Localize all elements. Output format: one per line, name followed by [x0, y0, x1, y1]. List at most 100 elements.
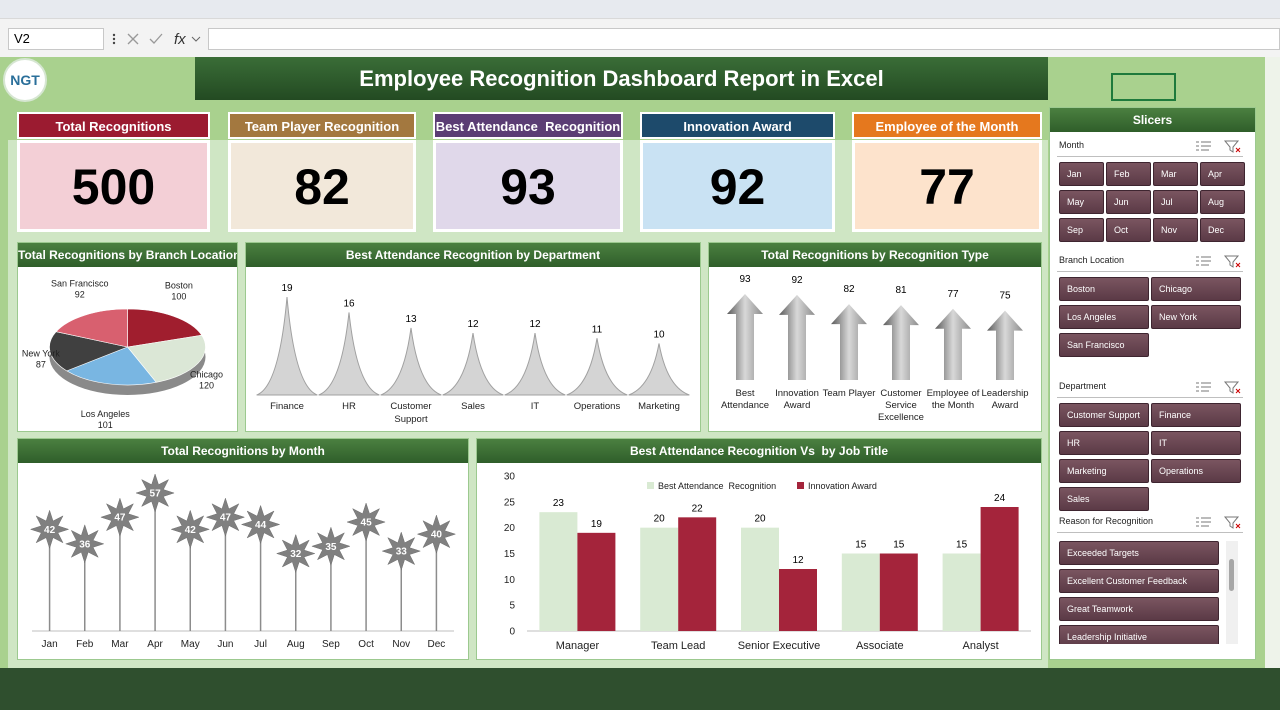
star-marker: [205, 497, 246, 538]
slicer-button[interactable]: May: [1059, 190, 1104, 214]
slicer-button[interactable]: Jan: [1059, 162, 1104, 186]
slicer-button[interactable]: Excellent Customer Feedback: [1059, 569, 1219, 593]
slicer-button[interactable]: IT: [1151, 431, 1241, 455]
data-label: 57: [150, 489, 162, 500]
slicer-button[interactable]: Nov: [1153, 218, 1198, 242]
scrollbar-track[interactable]: [1226, 541, 1238, 644]
slicer-button[interactable]: Sep: [1059, 218, 1104, 242]
x-tick-label: HR: [342, 401, 356, 412]
x-tick-label: Apr: [147, 639, 163, 650]
slicer-button[interactable]: Dec: [1200, 218, 1245, 242]
slicer-icons[interactable]: [1194, 138, 1244, 154]
slicer-icons[interactable]: [1194, 253, 1244, 269]
slicer-button[interactable]: Los Angeles: [1059, 305, 1149, 329]
x-tick-label: Finance: [270, 401, 304, 412]
slicer-button[interactable]: Leadership Initiative: [1059, 625, 1219, 644]
data-label: 15: [893, 540, 905, 551]
y-tick-label: 5: [509, 601, 515, 612]
x-tick-label: Innovation Award: [775, 388, 819, 411]
chart-title: Best Attendance Recognition by Departmen…: [246, 243, 700, 267]
data-label: 33: [396, 547, 408, 558]
star-marker: [240, 504, 281, 545]
data-label: 15: [855, 540, 867, 551]
x-tick-label: Sales: [461, 401, 485, 412]
slicer-button[interactable]: Great Teamwork: [1059, 597, 1219, 621]
slicer-button[interactable]: Jun: [1106, 190, 1151, 214]
slicer-button[interactable]: Jul: [1153, 190, 1198, 214]
kpi-value: 82: [228, 140, 416, 232]
arrow: [935, 308, 971, 380]
slicer-button[interactable]: Exceeded Targets: [1059, 541, 1219, 565]
data-label: 13: [405, 314, 417, 325]
slicer-button[interactable]: Boston: [1059, 277, 1149, 301]
name-box[interactable]: V2: [8, 28, 104, 50]
spike: [380, 327, 442, 396]
slicer-divider: [1057, 271, 1243, 272]
kpi-label: Innovation Award: [640, 112, 835, 139]
function-label[interactable]: fx: [174, 31, 186, 48]
kpi-label: Employee of the Month: [852, 112, 1042, 139]
data-label: 12: [792, 555, 804, 566]
slicer-button[interactable]: HR: [1059, 431, 1149, 455]
x-tick-label: Marketing: [638, 401, 680, 412]
star-marker: [135, 473, 175, 513]
x-tick-label: IT: [531, 401, 540, 412]
x-tick-label: Dec: [428, 639, 446, 650]
x-tick-label: Sep: [322, 639, 340, 650]
pie-slice: [55, 308, 128, 348]
legend-swatch: [647, 482, 654, 489]
star-marker: [381, 531, 422, 571]
scrollbar-thumb[interactable]: [1229, 559, 1234, 591]
slicer-button[interactable]: New York: [1151, 305, 1241, 329]
y-tick-label: 10: [504, 575, 516, 586]
data-label: 10: [653, 329, 665, 340]
selected-cell[interactable]: [1111, 73, 1176, 101]
x-tick-label: Analyst: [963, 640, 999, 652]
x-tick-label: Mar: [111, 639, 129, 650]
data-label: 47: [114, 513, 126, 524]
chart-panel: Total Recognitions by Recognition Type 93…: [708, 242, 1042, 432]
x-tick-label: Jun: [217, 639, 233, 650]
kpi-value: 77: [852, 140, 1042, 232]
slicer-icons[interactable]: [1194, 379, 1244, 395]
bar: [741, 527, 779, 631]
star-marker: [64, 524, 105, 564]
data-label: 44: [255, 520, 267, 531]
slicer-button[interactable]: Feb: [1106, 162, 1151, 186]
slicer-button[interactable]: Aug: [1200, 190, 1245, 214]
star-marker: [311, 526, 351, 567]
slicer-button[interactable]: Apr: [1200, 162, 1245, 186]
slicer-items: Customer Support Finance HR IT Marketing Oper…: [1055, 401, 1255, 521]
data-label: 82: [843, 284, 855, 295]
star-marker: [346, 502, 386, 542]
data-label-category: Boston: [165, 281, 193, 291]
bar: [779, 569, 817, 631]
x-tick-label: Senior Executive: [738, 640, 821, 652]
slicer-button[interactable]: Sales: [1059, 487, 1149, 511]
slicer-button[interactable]: San Francisco: [1059, 333, 1149, 357]
data-label: 11: [592, 324, 603, 335]
star-marker: [100, 497, 140, 538]
slicer-button[interactable]: Mar: [1153, 162, 1198, 186]
slicer-icons[interactable]: [1194, 514, 1244, 530]
chart-panel: Total Recognitions by Branch Location Bos…: [17, 242, 238, 432]
slicer-button[interactable]: Chicago: [1151, 277, 1241, 301]
chart: 93 Best Attendance 92 Innovation Award 82 Team …: [721, 274, 1029, 423]
data-label: 93: [739, 274, 751, 285]
data-label-value: 92: [75, 290, 85, 300]
data-label: 19: [281, 283, 293, 294]
chart-panel: Best Attendance Recognition by Departmen…: [245, 242, 701, 432]
slicer-button[interactable]: Oct: [1106, 218, 1151, 242]
spike: [566, 338, 628, 396]
slicer-button[interactable]: Operations: [1151, 459, 1241, 483]
title-strip: [0, 0, 1280, 18]
slicer-button[interactable]: Customer Support: [1059, 403, 1149, 427]
slicer-button[interactable]: Marketing: [1059, 459, 1149, 483]
slicer-group-title: Branch Location: [1059, 255, 1125, 265]
kpi-label: Total Recognitions: [17, 112, 210, 139]
slicer-button[interactable]: Finance: [1151, 403, 1241, 427]
formula-input[interactable]: [208, 28, 1280, 50]
x-tick-label: Oct: [358, 639, 374, 650]
sheet-edge: [1265, 57, 1280, 668]
